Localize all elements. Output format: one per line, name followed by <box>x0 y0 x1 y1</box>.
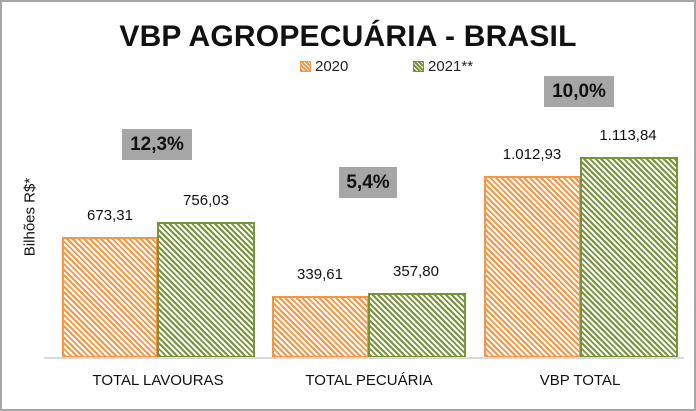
x-tick-pecuaria: TOTAL PECUÁRIA <box>305 372 433 389</box>
chart-legend: 2020 2021** <box>0 58 696 78</box>
bar-pecuaria-2020 <box>272 296 369 358</box>
growth-badge-vbp-total: 10,0% <box>544 76 614 107</box>
growth-badge-lavouras: 12,3% <box>122 129 192 160</box>
x-axis-line <box>44 357 684 359</box>
legend-item-2021: 2021** <box>413 58 473 75</box>
bar-vbp-total-2020 <box>484 176 581 358</box>
bar-lavouras-2020 <box>62 237 158 358</box>
legend-label-2020: 2020 <box>315 58 349 75</box>
value-label-vbp-total-2020: 1.012,93 <box>502 146 562 163</box>
value-label-pecuaria-2020: 339,61 <box>297 266 343 283</box>
y-axis-label: Bilhões R$* <box>21 177 39 257</box>
growth-badge-pecuaria: 5,4% <box>339 167 397 198</box>
x-tick-lavouras: TOTAL LAVOURAS <box>92 372 224 389</box>
bar-pecuaria-2021 <box>368 293 466 358</box>
legend-swatch-2020-icon <box>300 61 311 72</box>
bar-vbp-total-2021 <box>580 157 678 358</box>
chart-title: VBP AGROPECUÁRIA - BRASIL <box>119 20 577 53</box>
value-label-vbp-total-2021: 1.113,84 <box>599 127 657 144</box>
legend-swatch-2021-icon <box>413 61 424 72</box>
value-label-lavouras-2020: 673,31 <box>87 207 133 224</box>
value-label-lavouras-2021: 756,03 <box>183 192 229 209</box>
x-tick-vbp-total: VBP TOTAL <box>539 372 621 389</box>
value-label-pecuaria-2021: 357,80 <box>393 263 439 280</box>
legend-label-2021: 2021** <box>428 58 474 75</box>
bar-lavouras-2021 <box>157 222 255 358</box>
legend-item-2020: 2020 <box>300 58 348 75</box>
